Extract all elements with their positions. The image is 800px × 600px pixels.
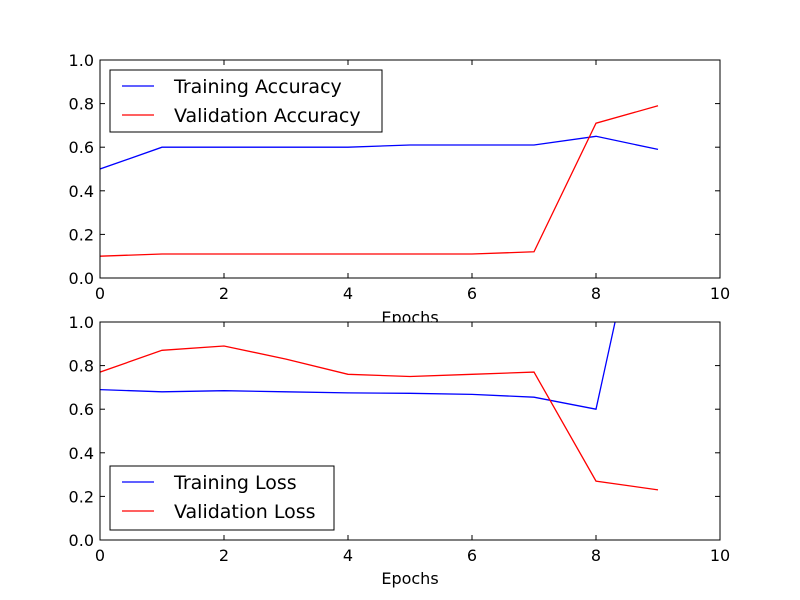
y-tick-label: 1.0 (69, 313, 94, 332)
x-tick-label: 8 (591, 546, 601, 565)
series-lines (100, 322, 659, 491)
accuracy-chart: 0 2 4 6 8 100.00.20.40.60.81.0 Epochs Trainin… (69, 51, 731, 327)
y-tick-label: 0.8 (69, 357, 94, 376)
x-tick-label: 4 (343, 284, 353, 303)
y-tick-label: 0.0 (69, 269, 94, 288)
legend-label: Validation Accuracy (174, 105, 361, 127)
plot-frame (99, 59, 721, 279)
x-tick-label: 0 (95, 284, 105, 303)
plot-frame (99, 321, 721, 541)
x-axis-label: Epochs (381, 569, 438, 588)
legend-label: Validation Loss (174, 501, 316, 523)
training-accuracy-line (100, 135, 659, 170)
x-tick-label: 10 (710, 284, 730, 303)
x-tick-label: 2 (219, 546, 229, 565)
y-tick-label: 0.4 (69, 182, 94, 201)
loss-chart: 0 2 4 6 8 10 0.0 0.2 0.4 0.6 0.8 1.0 Epochs Trainin… (69, 313, 731, 588)
x-tick-label: 6 (467, 284, 477, 303)
x-tick-label: 0 (95, 546, 105, 565)
training-loss-line (100, 322, 616, 410)
x-tick-label: 8 (591, 284, 601, 303)
legend: Training Accuracy Validation Accuracy (109, 69, 383, 133)
y-tick-label: 0.0 (69, 531, 94, 550)
y-tick-label: 0.8 (69, 95, 94, 114)
legend-box (109, 69, 383, 133)
validation-loss-line (100, 345, 659, 491)
legend: Training Loss Validation Loss (109, 465, 335, 531)
tick-labels: 0 2 4 6 8 10 0.0 0.2 0.4 0.6 0.8 1.0 (69, 51, 731, 303)
validation-accuracy-line (100, 105, 659, 257)
x-tick-label: 10 (710, 546, 730, 565)
y-tick-label: 0.6 (69, 400, 94, 419)
tick-labels: 0 2 4 6 8 10 0.0 0.2 0.4 0.6 0.8 1.0 (69, 313, 731, 565)
legend-box (109, 465, 335, 531)
y-tick-label: 0.2 (69, 225, 94, 244)
x-tick-label: 6 (467, 546, 477, 565)
y-tick-label: 0.4 (69, 444, 94, 463)
y-tick-label: 0.6 (69, 138, 94, 157)
legend-label: Training Accuracy (173, 76, 342, 98)
y-tick-label: 0.2 (69, 487, 94, 506)
y-tick-label: 1.0 (69, 51, 94, 70)
x-tick-label: 2 (219, 284, 229, 303)
x-tick-label: 4 (343, 546, 353, 565)
legend-label: Training Loss (173, 472, 297, 494)
series-lines (100, 105, 659, 257)
